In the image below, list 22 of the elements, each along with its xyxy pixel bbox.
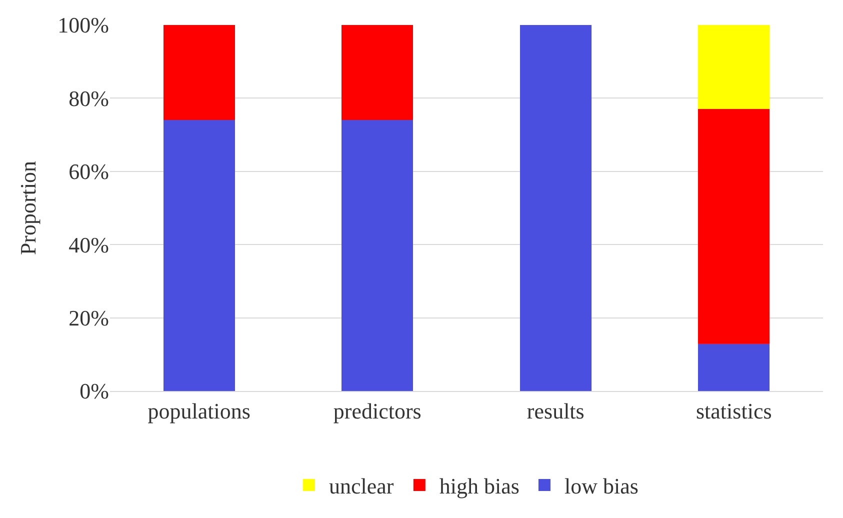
y-tick-label: 0% — [80, 378, 109, 404]
legend-label: low bias — [564, 474, 638, 499]
bar — [342, 25, 414, 120]
y-tick-label: 40% — [68, 232, 109, 258]
x-tick-label: populations — [148, 398, 250, 424]
legend-label: high bias — [439, 474, 520, 499]
x-tick-label: statistics — [696, 398, 772, 424]
bar — [698, 343, 770, 391]
bar — [163, 120, 235, 391]
y-axis-title: Proportion — [15, 160, 40, 256]
x-tick-label: predictors — [333, 398, 422, 424]
bar — [698, 109, 770, 344]
bar — [520, 25, 592, 391]
y-tick-label: 80% — [68, 86, 109, 111]
legend-label: unclear — [329, 474, 394, 499]
y-tick-label: 60% — [68, 159, 109, 184]
y-tick-label: 20% — [68, 306, 109, 330]
bar — [698, 25, 770, 110]
x-tick-label: results — [526, 398, 584, 424]
bar — [163, 25, 235, 120]
y-tick-label: 100% — [58, 12, 109, 38]
bar — [342, 120, 414, 391]
